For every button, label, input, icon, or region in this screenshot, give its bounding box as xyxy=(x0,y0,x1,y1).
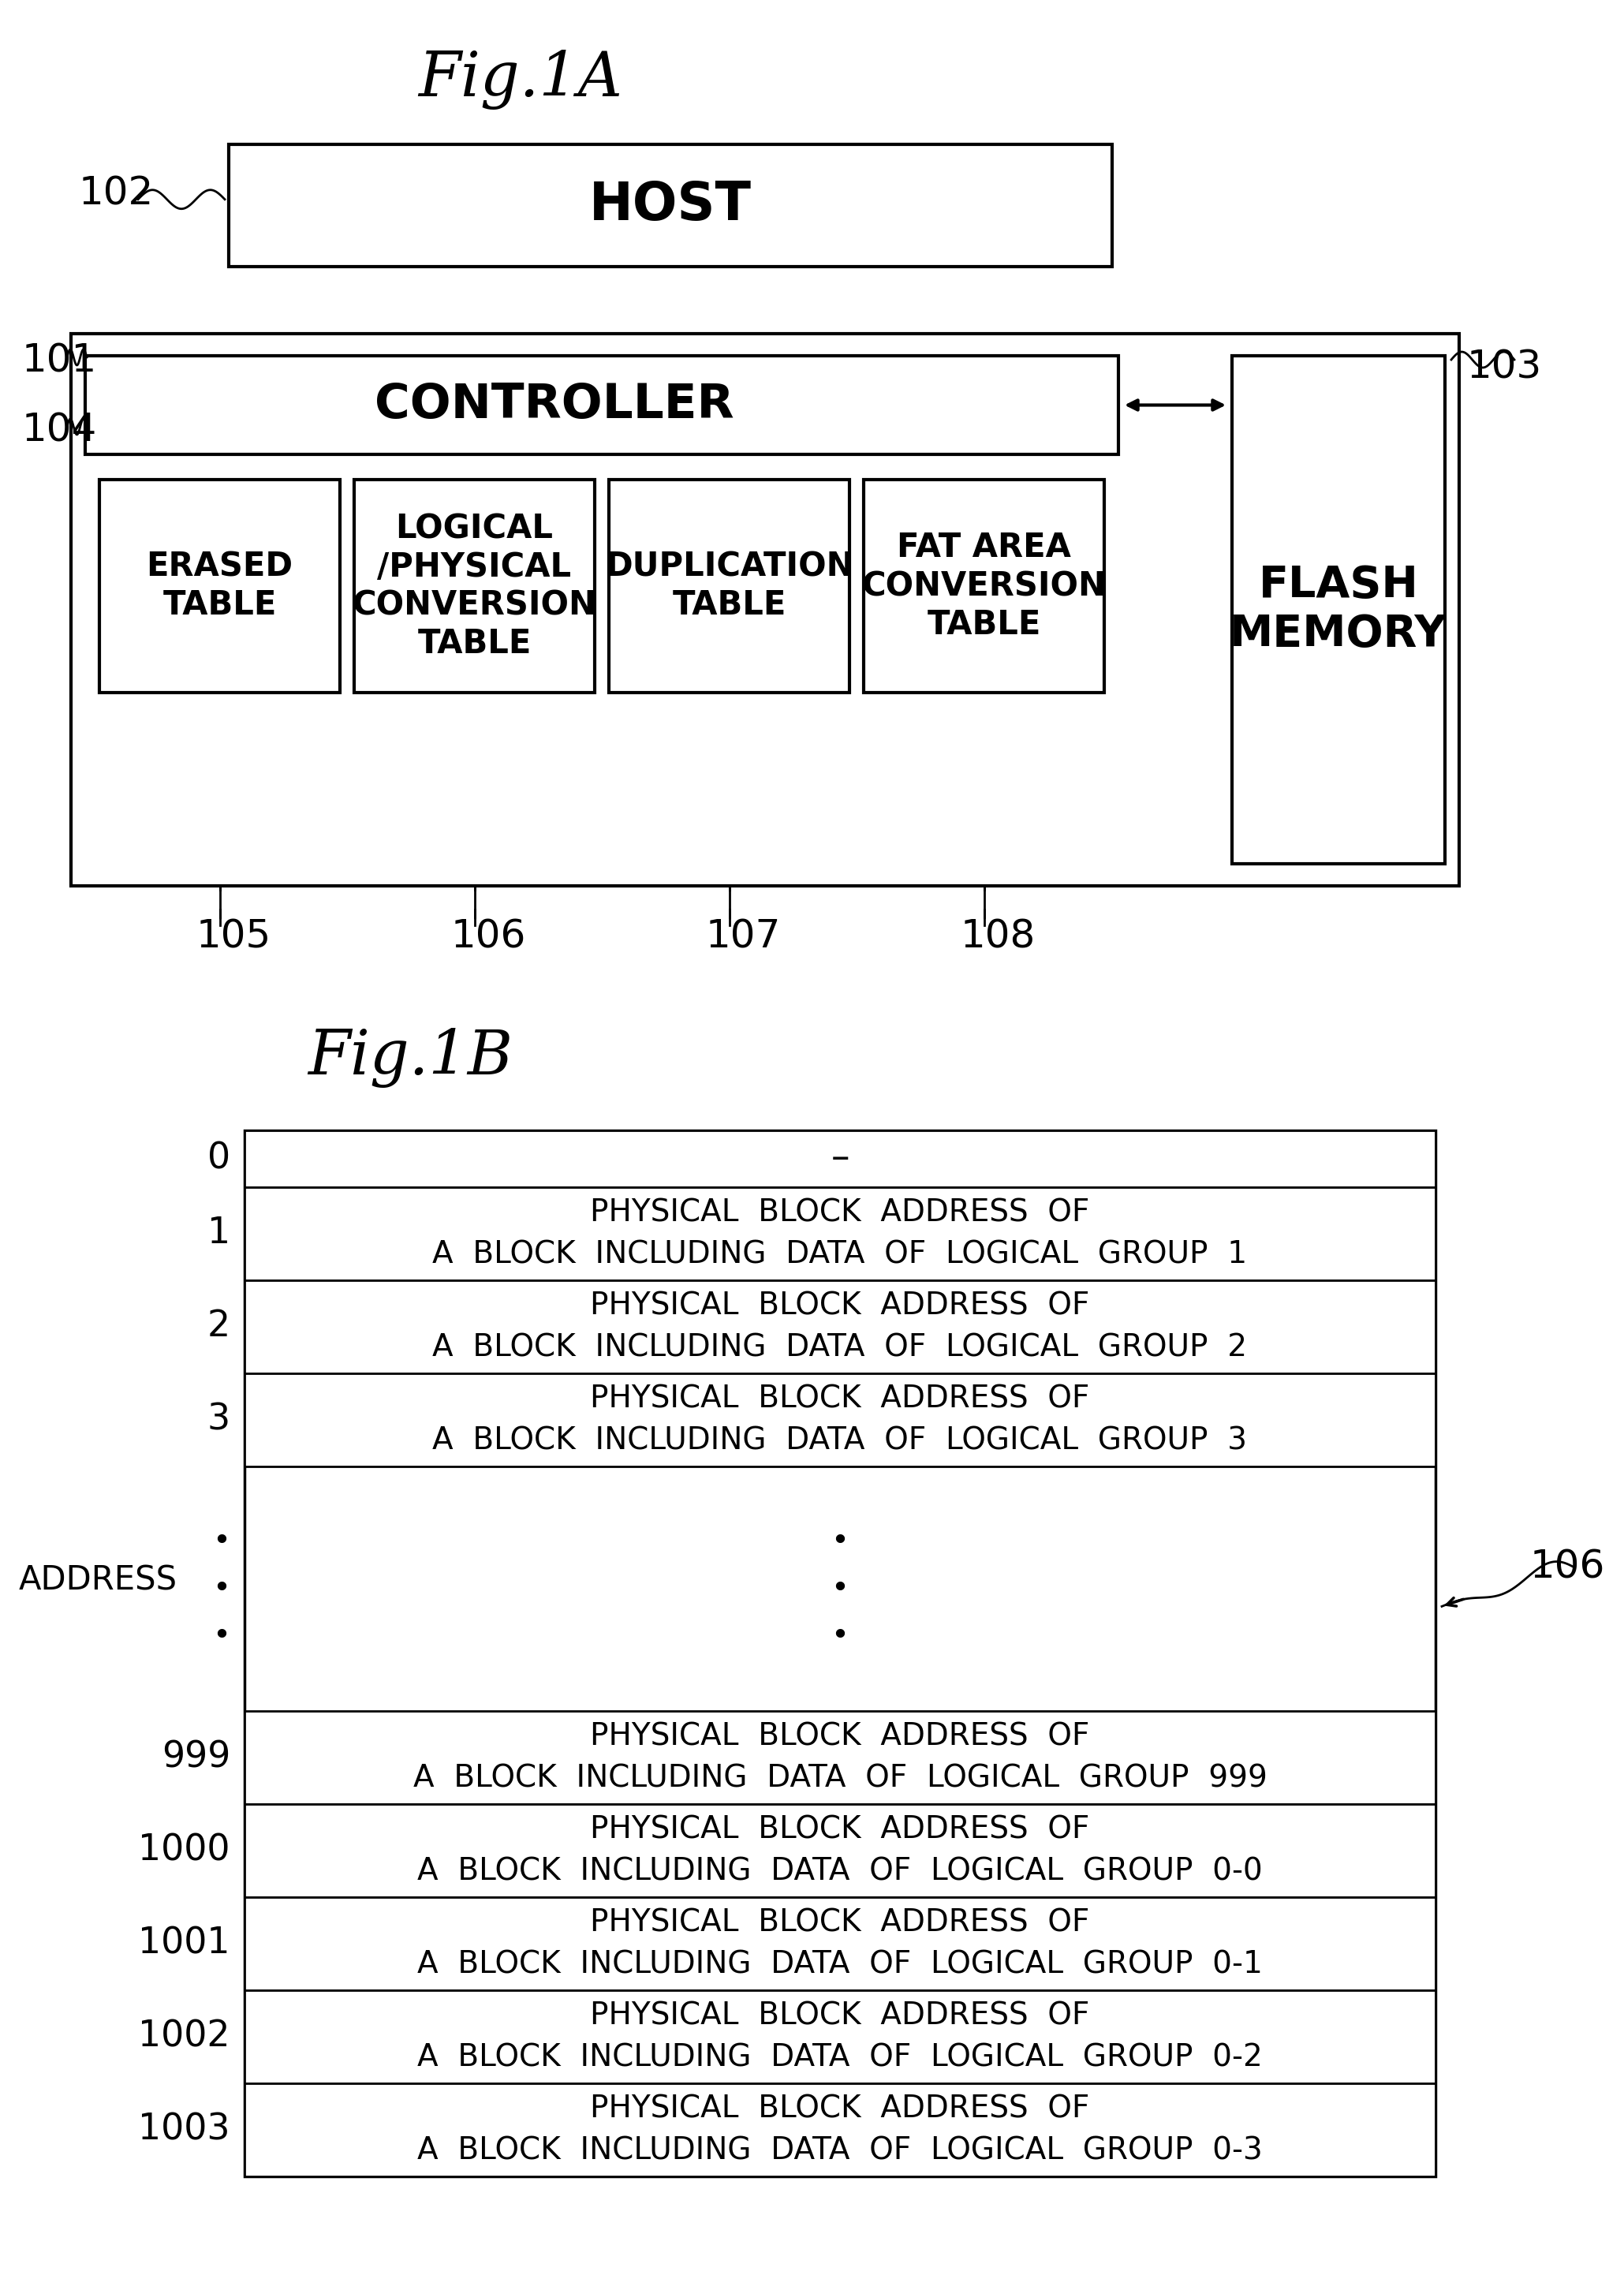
FancyBboxPatch shape xyxy=(245,1186,1436,1280)
FancyBboxPatch shape xyxy=(229,144,1112,266)
FancyBboxPatch shape xyxy=(84,355,1119,453)
Text: 1001: 1001 xyxy=(138,1926,231,1963)
FancyBboxPatch shape xyxy=(71,334,1458,886)
Text: FLASH
MEMORY: FLASH MEMORY xyxy=(1229,563,1447,655)
Text: •: • xyxy=(213,1573,231,1603)
FancyBboxPatch shape xyxy=(245,1805,1436,1896)
FancyBboxPatch shape xyxy=(245,1131,1436,2175)
Text: 1002: 1002 xyxy=(138,2020,231,2054)
Text: 102: 102 xyxy=(80,174,154,213)
FancyBboxPatch shape xyxy=(245,1990,1436,2084)
Text: ADDRESS: ADDRESS xyxy=(19,1564,177,1598)
Text: 103: 103 xyxy=(1466,348,1543,385)
FancyBboxPatch shape xyxy=(1233,355,1445,863)
Text: Fig.1A: Fig.1A xyxy=(417,50,622,110)
Text: 0: 0 xyxy=(208,1140,231,1177)
FancyBboxPatch shape xyxy=(609,479,849,692)
Text: DUPLICATION
TABLE: DUPLICATION TABLE xyxy=(604,550,854,623)
Text: 2: 2 xyxy=(208,1310,231,1344)
Text: •: • xyxy=(831,1527,849,1557)
Text: Fig.1B: Fig.1B xyxy=(307,1028,513,1088)
Text: 107: 107 xyxy=(705,918,781,955)
Text: LOGICAL
/PHYSICAL
CONVERSION
TABLE: LOGICAL /PHYSICAL CONVERSION TABLE xyxy=(352,513,596,660)
FancyBboxPatch shape xyxy=(245,1374,1436,1466)
Text: •: • xyxy=(213,1621,231,1651)
Text: 101: 101 xyxy=(23,341,97,380)
Text: ERASED
TABLE: ERASED TABLE xyxy=(146,550,292,623)
Text: PHYSICAL  BLOCK  ADDRESS  OF
A  BLOCK  INCLUDING  DATA  OF  LOGICAL  GROUP  0-3: PHYSICAL BLOCK ADDRESS OF A BLOCK INCLUD… xyxy=(417,2093,1263,2166)
Text: PHYSICAL  BLOCK  ADDRESS  OF
A  BLOCK  INCLUDING  DATA  OF  LOGICAL  GROUP  0-1: PHYSICAL BLOCK ADDRESS OF A BLOCK INCLUD… xyxy=(417,1908,1263,1979)
Text: PHYSICAL  BLOCK  ADDRESS  OF
A  BLOCK  INCLUDING  DATA  OF  LOGICAL  GROUP  0-0: PHYSICAL BLOCK ADDRESS OF A BLOCK INCLUD… xyxy=(417,1814,1263,1887)
Text: 1003: 1003 xyxy=(138,2111,231,2148)
Text: CONTROLLER: CONTROLLER xyxy=(375,382,734,428)
Text: 105: 105 xyxy=(197,918,271,955)
FancyBboxPatch shape xyxy=(245,1131,1436,1186)
FancyBboxPatch shape xyxy=(245,2084,1436,2176)
Text: PHYSICAL  BLOCK  ADDRESS  OF
A  BLOCK  INCLUDING  DATA  OF  LOGICAL  GROUP  999: PHYSICAL BLOCK ADDRESS OF A BLOCK INCLUD… xyxy=(412,1722,1267,1793)
Text: 3: 3 xyxy=(208,1401,231,1438)
Text: 108: 108 xyxy=(960,918,1036,955)
FancyBboxPatch shape xyxy=(354,479,594,692)
FancyBboxPatch shape xyxy=(99,479,339,692)
Text: •: • xyxy=(831,1621,849,1651)
Text: FAT AREA
CONVERSION
TABLE: FAT AREA CONVERSION TABLE xyxy=(862,531,1106,641)
Text: 999: 999 xyxy=(161,1740,231,1775)
Text: PHYSICAL  BLOCK  ADDRESS  OF
A  BLOCK  INCLUDING  DATA  OF  LOGICAL  GROUP  2: PHYSICAL BLOCK ADDRESS OF A BLOCK INCLUD… xyxy=(432,1292,1247,1363)
Text: 106: 106 xyxy=(451,918,526,955)
Text: PHYSICAL  BLOCK  ADDRESS  OF
A  BLOCK  INCLUDING  DATA  OF  LOGICAL  GROUP  3: PHYSICAL BLOCK ADDRESS OF A BLOCK INCLUD… xyxy=(432,1383,1247,1456)
FancyBboxPatch shape xyxy=(245,1280,1436,1374)
Text: PHYSICAL  BLOCK  ADDRESS  OF
A  BLOCK  INCLUDING  DATA  OF  LOGICAL  GROUP  1: PHYSICAL BLOCK ADDRESS OF A BLOCK INCLUD… xyxy=(432,1198,1247,1269)
Text: •: • xyxy=(213,1527,231,1557)
Text: 106: 106 xyxy=(1530,1548,1606,1587)
Text: 104: 104 xyxy=(23,412,97,449)
Text: PHYSICAL  BLOCK  ADDRESS  OF
A  BLOCK  INCLUDING  DATA  OF  LOGICAL  GROUP  0-2: PHYSICAL BLOCK ADDRESS OF A BLOCK INCLUD… xyxy=(417,2001,1263,2072)
FancyBboxPatch shape xyxy=(245,1711,1436,1805)
Text: 1: 1 xyxy=(208,1216,231,1253)
Text: –: – xyxy=(831,1140,849,1177)
FancyBboxPatch shape xyxy=(864,479,1104,692)
Text: HOST: HOST xyxy=(590,179,752,231)
Text: •: • xyxy=(831,1573,849,1603)
Text: 1000: 1000 xyxy=(138,1832,231,1869)
FancyBboxPatch shape xyxy=(245,1896,1436,1990)
